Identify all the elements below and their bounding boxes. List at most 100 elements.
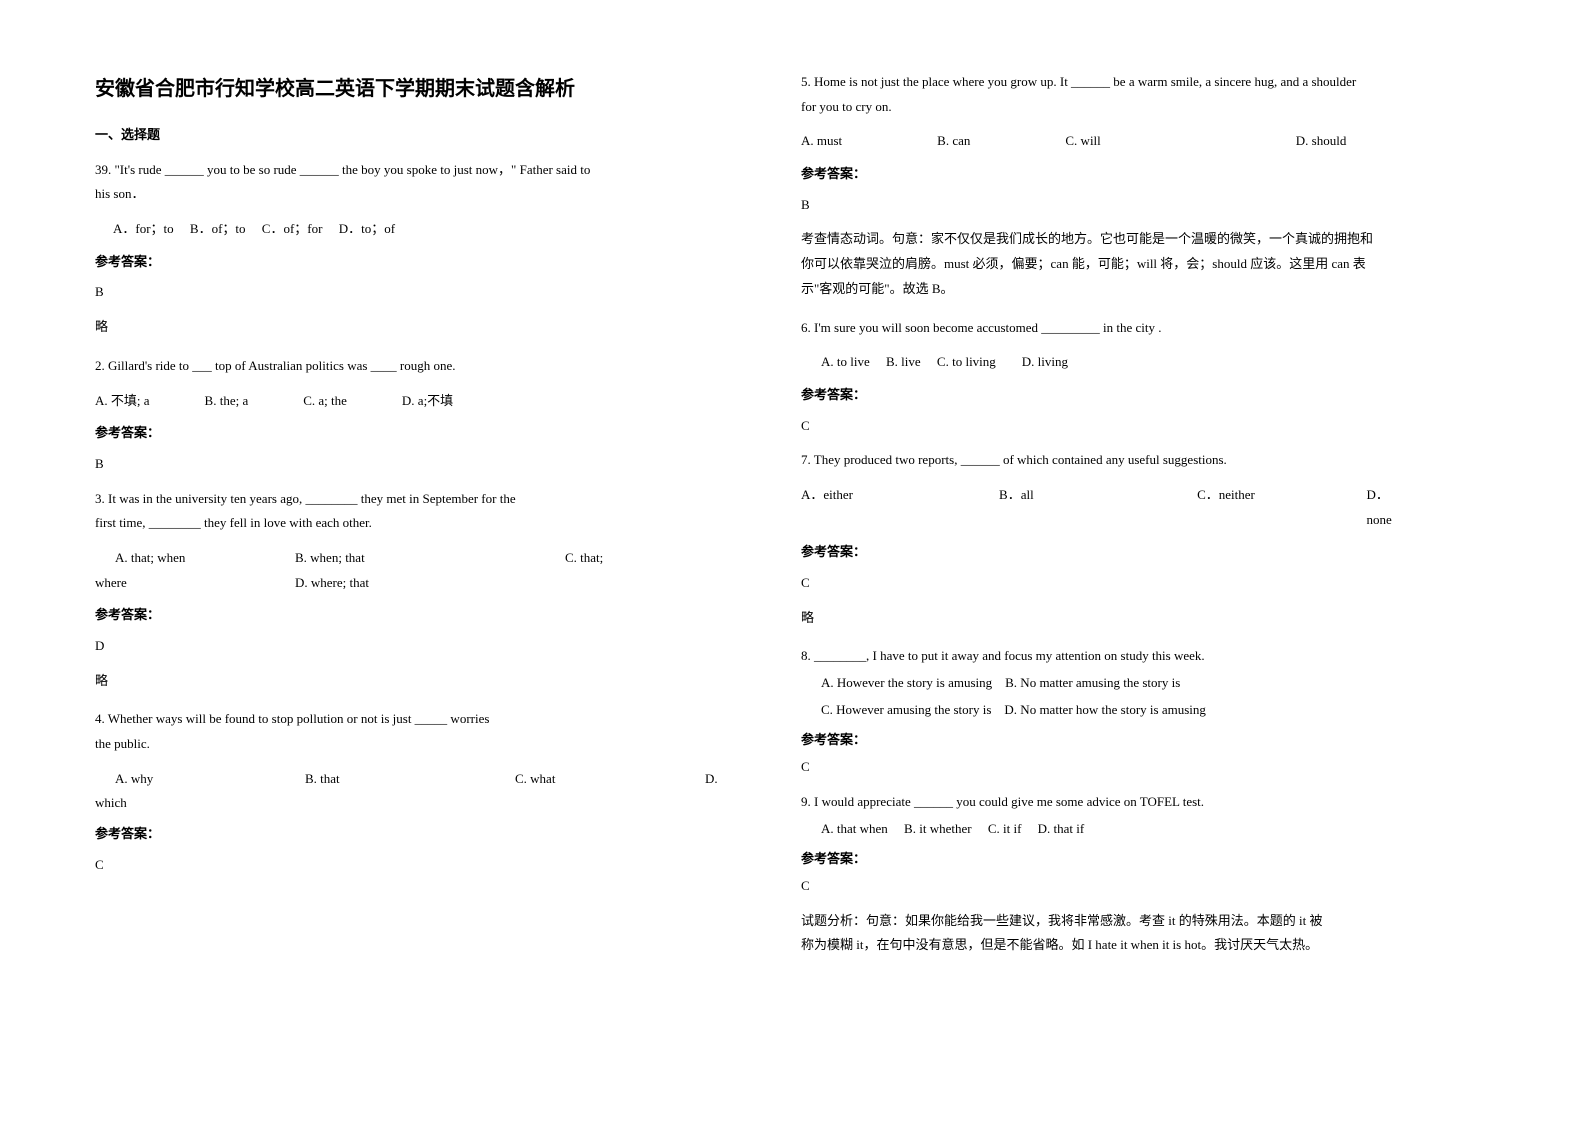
option-d: D. should	[1296, 129, 1347, 154]
question-8: 8. ________, I have to put it away and f…	[801, 644, 1467, 669]
answer-label: 参考答案：	[801, 540, 1467, 565]
option-b: B. can	[937, 129, 970, 154]
question-text: 9. I would appreciate ______ you could g…	[801, 790, 1467, 815]
question-options: A. must B. can C. will D. should	[801, 129, 1467, 154]
question-text: 5. Home is not just the place where you …	[801, 70, 1467, 95]
option-a: A．for；to	[113, 221, 174, 236]
question-7: 7. They produced two reports, ______ of …	[801, 448, 1467, 473]
question-text: first time, ________ they fell in love w…	[95, 511, 761, 536]
answer-value: D	[95, 634, 761, 659]
question-text: 3. It was in the university ten years ag…	[95, 487, 761, 512]
option-a: A. must	[801, 129, 842, 154]
question-text: 7. They produced two reports, ______ of …	[801, 448, 1467, 473]
answer-value: C	[801, 414, 1467, 439]
question-39: 39. "It's rude ______ you to be so rude …	[95, 158, 761, 207]
option-a: A. However the story is amusing	[821, 675, 992, 690]
option-a: A. that; when	[115, 546, 295, 571]
explanation: 略	[801, 606, 1467, 631]
option-d-cont: which	[95, 791, 761, 816]
section-header: 一、选择题	[95, 123, 761, 148]
answer-label: 参考答案：	[801, 728, 1467, 753]
question-options: A. to live B. live C. to living D. livin…	[821, 350, 1467, 375]
explanation: 略	[95, 669, 761, 694]
option-c: C．neither	[1197, 483, 1311, 532]
question-text: the public.	[95, 732, 761, 757]
answer-label: 参考答案：	[95, 603, 761, 628]
option-c: C. that;	[565, 546, 603, 571]
option-b: B. live	[886, 354, 921, 369]
option-a: A．either	[801, 483, 944, 532]
option-d: D. No matter how the story is amusing	[1004, 702, 1205, 717]
answer-value: C	[95, 853, 761, 878]
question-text: 2. Gillard's ride to ___ top of Australi…	[95, 354, 761, 379]
option-d: D.	[705, 767, 718, 792]
question-text: 4. Whether ways will be found to stop po…	[95, 707, 761, 732]
answer-value: C	[801, 874, 1467, 899]
option-c: C．of；for	[262, 221, 323, 236]
question-options: A. 不填; a B. the; a C. a; the D. a;不填	[95, 389, 761, 414]
explanation: 示"客观的可能"。故选 B。	[801, 277, 1467, 302]
option-c: C. it if	[988, 821, 1022, 836]
question-5: 5. Home is not just the place where you …	[801, 70, 1467, 119]
answer-value: B	[95, 452, 761, 477]
option-b: B. it whether	[904, 821, 972, 836]
question-text: 8. ________, I have to put it away and f…	[801, 644, 1467, 669]
explanation: 考查情态动词。句意：家不仅仅是我们成长的地方。它也可能是一个温暖的微笑，一个真诚…	[801, 227, 1467, 252]
option-c: C. what	[515, 767, 705, 792]
option-c: C. a; the	[303, 389, 347, 414]
right-column: 5. Home is not just the place where you …	[801, 70, 1507, 1082]
question-text: 6. I'm sure you will soon become accusto…	[801, 316, 1467, 341]
answer-label: 参考答案：	[95, 822, 761, 847]
answer-value: B	[801, 193, 1467, 218]
option-b: B. that	[305, 767, 515, 792]
option-d: D．to；of	[339, 221, 395, 236]
option-a: A. that when	[821, 821, 888, 836]
question-options: A．for；to B．of；to C．of；for D．to；of	[113, 217, 761, 242]
option-b: B. No matter amusing the story is	[1005, 675, 1180, 690]
option-a: A. why	[115, 767, 305, 792]
option-c: C. will	[1065, 129, 1100, 154]
question-options: C. However amusing the story is D. No ma…	[821, 698, 1467, 723]
explanation: 略	[95, 315, 761, 340]
answer-value: C	[801, 755, 1467, 780]
question-options: A. However the story is amusing B. No ma…	[821, 671, 1467, 696]
page-title: 安徽省合肥市行知学校高二英语下学期期末试题含解析	[95, 70, 761, 108]
explanation: 你可以依靠哭泣的肩膀。must 必须，偏要；can 能，可能；will 将，会；…	[801, 252, 1467, 277]
question-3: 3. It was in the university ten years ag…	[95, 487, 761, 536]
answer-value: C	[801, 571, 1467, 596]
option-d: D. a;不填	[402, 389, 453, 414]
question-options: A. that when B. it whether C. it if D. t…	[821, 817, 1467, 842]
option-d: D. where; that	[295, 571, 369, 596]
answer-label: 参考答案：	[95, 250, 761, 275]
answer-value: B	[95, 280, 761, 305]
question-options: A. why B. that C. what D.	[95, 767, 761, 792]
question-2: 2. Gillard's ride to ___ top of Australi…	[95, 354, 761, 379]
answer-label: 参考答案：	[801, 162, 1467, 187]
option-d: D. living	[1022, 354, 1068, 369]
explanation: 称为模糊 it，在句中没有意思，但是不能省略。如 I hate it when …	[801, 933, 1467, 958]
option-c: C. to living	[937, 354, 996, 369]
option-a: A. to live	[821, 354, 870, 369]
answer-label: 参考答案：	[801, 383, 1467, 408]
answer-label: 参考答案：	[95, 421, 761, 446]
question-4: 4. Whether ways will be found to stop po…	[95, 707, 761, 756]
option-b: B. the; a	[205, 389, 249, 414]
question-options: where D. where; that	[95, 571, 761, 596]
question-6: 6. I'm sure you will soon become accusto…	[801, 316, 1467, 341]
option-b: B．all	[999, 483, 1142, 532]
explanation: 试题分析：句意：如果你能给我一些建议，我将非常感激。考查 it 的特殊用法。本题…	[801, 909, 1467, 934]
question-9: 9. I would appreciate ______ you could g…	[801, 790, 1467, 815]
option-d: D．none	[1367, 483, 1412, 532]
left-column: 安徽省合肥市行知学校高二英语下学期期末试题含解析 一、选择题 39. "It's…	[95, 70, 801, 1082]
option-c-cont: where	[95, 571, 295, 596]
option-b: B．of；to	[190, 221, 246, 236]
option-a: A. 不填; a	[95, 389, 150, 414]
option-d: D. that if	[1038, 821, 1085, 836]
question-options: A．either B．all C．neither D．none	[801, 483, 1467, 532]
question-text: his son．	[95, 182, 761, 207]
option-c: C. However amusing the story is	[821, 702, 991, 717]
question-options: A. that; when B. when; that C. that;	[95, 546, 761, 571]
option-b: B. when; that	[295, 546, 565, 571]
question-text: 39. "It's rude ______ you to be so rude …	[95, 158, 761, 183]
answer-label: 参考答案：	[801, 847, 1467, 872]
